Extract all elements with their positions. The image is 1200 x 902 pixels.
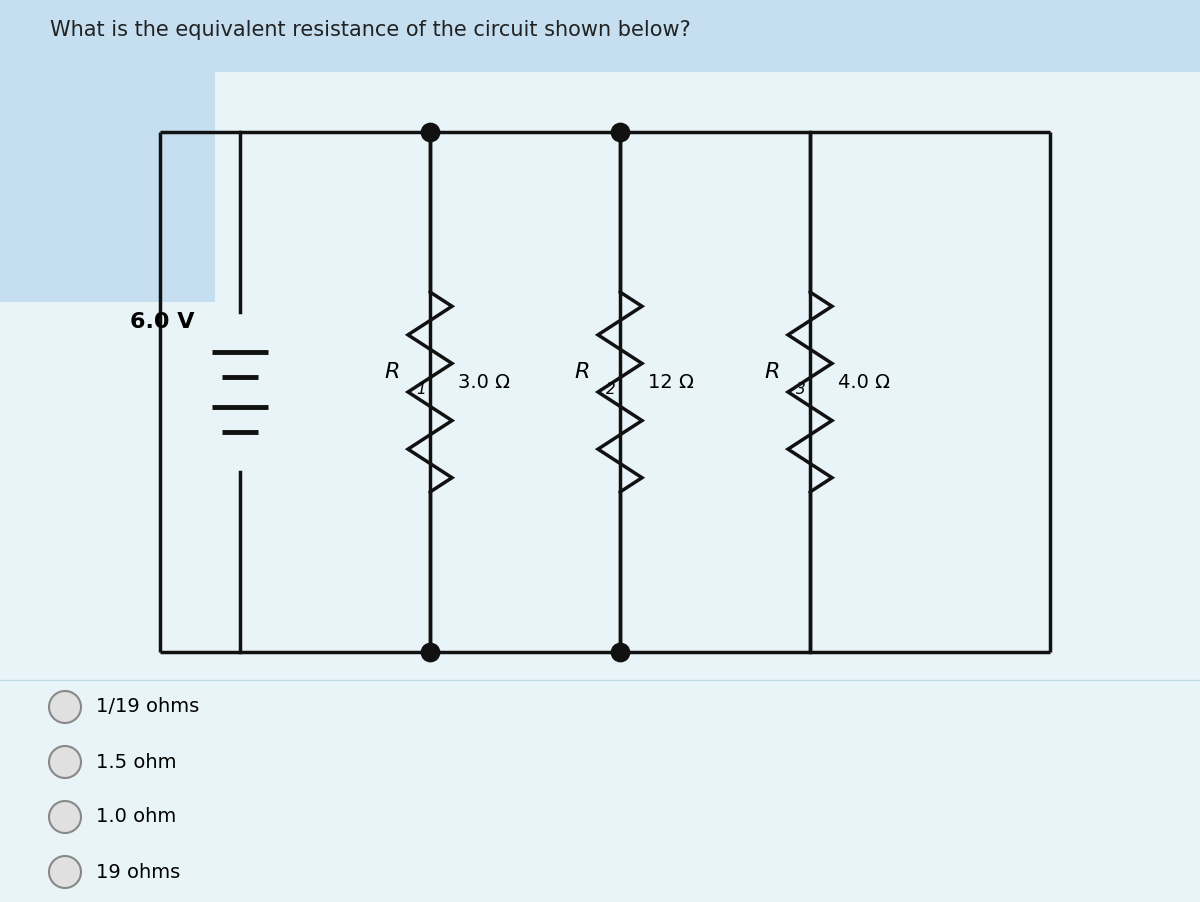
Circle shape (49, 746, 82, 778)
Text: 1/19 ohms: 1/19 ohms (96, 697, 199, 716)
Text: R: R (764, 362, 780, 382)
Text: R: R (384, 362, 400, 382)
Point (420, 645, 439, 659)
Text: 1: 1 (416, 382, 426, 397)
Text: 3.0 Ω: 3.0 Ω (458, 373, 510, 391)
Text: 12 Ω: 12 Ω (648, 373, 694, 391)
Point (611, 645, 630, 659)
Circle shape (49, 856, 82, 888)
Circle shape (49, 801, 82, 833)
Text: 1.0 ohm: 1.0 ohm (96, 807, 176, 826)
Text: 6.0 V: 6.0 V (131, 312, 194, 332)
FancyBboxPatch shape (0, 72, 215, 302)
Point (611, 124, 630, 139)
Text: 3: 3 (796, 382, 805, 397)
Text: 19 ohms: 19 ohms (96, 862, 180, 881)
Text: R: R (575, 362, 590, 382)
Text: 1.5 ohm: 1.5 ohm (96, 752, 176, 771)
FancyBboxPatch shape (0, 0, 1200, 72)
Point (420, 124, 439, 139)
Text: 4.0 Ω: 4.0 Ω (838, 373, 890, 391)
Text: 2: 2 (606, 382, 616, 397)
Circle shape (49, 691, 82, 723)
FancyBboxPatch shape (215, 72, 1200, 302)
Text: What is the equivalent resistance of the circuit shown below?: What is the equivalent resistance of the… (50, 20, 691, 40)
